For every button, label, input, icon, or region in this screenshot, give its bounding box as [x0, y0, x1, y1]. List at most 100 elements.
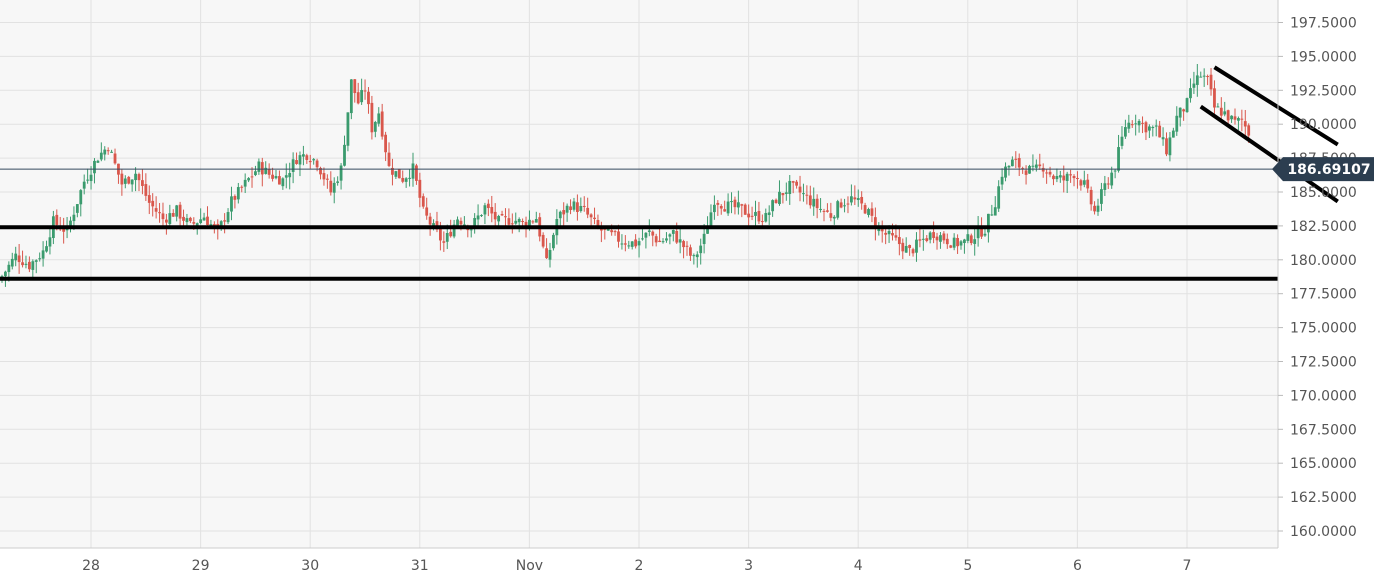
candle-body	[808, 195, 812, 206]
candle-body	[826, 210, 829, 212]
x-tick-label: Nov	[516, 558, 543, 574]
candle-body	[651, 231, 655, 236]
candle-body	[298, 155, 302, 165]
candle-body	[192, 222, 196, 224]
y-tick-label: 160.0000	[1290, 524, 1357, 540]
candle-body	[1004, 166, 1007, 178]
candle-body	[987, 213, 990, 233]
candle-body	[1195, 75, 1199, 85]
candle-body	[284, 175, 288, 178]
candle-body	[939, 235, 942, 242]
candle-body	[1058, 175, 1062, 178]
candle-body	[1233, 116, 1237, 120]
candle-body	[1034, 164, 1038, 168]
candle-body	[21, 262, 24, 266]
candle-body	[28, 261, 31, 270]
candle-body	[730, 201, 733, 203]
candle-body	[418, 179, 422, 198]
candle-body	[370, 102, 374, 133]
candle-body	[415, 165, 418, 181]
candle-body	[209, 224, 213, 226]
candle-body	[558, 211, 562, 219]
candle-body	[504, 216, 507, 218]
candle-body	[1199, 76, 1203, 78]
candle-body	[531, 221, 535, 223]
candle-body	[1010, 159, 1014, 167]
candle-body	[312, 159, 316, 161]
candle-body	[380, 111, 384, 137]
candle-body	[627, 245, 631, 247]
candle-body	[945, 238, 949, 245]
grid-lines	[0, 0, 1278, 548]
candle-body	[1055, 175, 1059, 180]
candle-body	[1076, 177, 1079, 179]
channel-trend-line[interactable]	[1199, 104, 1339, 204]
candle-body	[274, 176, 278, 179]
candle-body	[942, 233, 946, 241]
candle-body	[678, 239, 682, 243]
candle-body	[254, 171, 257, 176]
y-tick-label: 197.5000	[1290, 16, 1357, 32]
candle-body	[247, 178, 250, 181]
candle-body	[586, 207, 590, 215]
candle-body	[387, 152, 391, 166]
candle-body	[195, 223, 199, 226]
candle-body	[524, 221, 528, 227]
candle-body	[671, 229, 675, 234]
candle-body	[894, 235, 898, 238]
candle-body	[1103, 183, 1107, 190]
candle-body	[134, 173, 137, 181]
candle-body	[689, 247, 692, 256]
candle-body	[507, 218, 511, 225]
candle-body	[130, 179, 134, 185]
candle-body	[257, 161, 261, 172]
candle-body	[617, 231, 620, 242]
candle-body	[182, 216, 185, 221]
candle-body	[822, 210, 826, 212]
candle-body	[490, 207, 494, 214]
candle-body	[702, 233, 706, 245]
candle-body	[302, 154, 305, 157]
candle-body	[1127, 122, 1131, 129]
candle-body	[79, 190, 83, 205]
candle-body	[175, 205, 179, 217]
candle-body	[510, 223, 514, 225]
channel-trend-line[interactable]	[1213, 65, 1339, 147]
candle-body	[449, 231, 453, 237]
x-tick-label: 28	[82, 558, 100, 574]
y-tick-label: 165.0000	[1290, 456, 1357, 472]
candle-body	[339, 165, 343, 181]
candle-body	[1041, 167, 1045, 172]
candle-body	[223, 220, 227, 222]
candle-body	[843, 205, 846, 207]
candle-body	[432, 223, 435, 227]
candle-body	[1072, 176, 1076, 179]
candle-body	[719, 205, 723, 209]
candle-body	[1014, 158, 1018, 160]
candle-body	[1192, 83, 1196, 88]
candle-body	[1065, 173, 1069, 181]
drawn-lines	[0, 65, 1339, 281]
candle-body	[439, 228, 442, 241]
x-tick-label: 7	[1183, 558, 1192, 574]
candle-body	[329, 180, 333, 193]
candle-body	[1028, 165, 1031, 174]
candle-body	[1134, 123, 1138, 125]
candle-body	[528, 219, 531, 227]
candle-body	[1237, 118, 1240, 121]
candle-body	[949, 245, 953, 248]
candle-body	[692, 255, 696, 257]
candle-body	[178, 204, 182, 219]
candle-body	[1031, 165, 1035, 167]
candle-body	[867, 209, 870, 215]
candle-body	[295, 160, 298, 164]
candle-body	[226, 212, 230, 223]
candle-body	[959, 241, 963, 246]
candle-body	[75, 204, 79, 213]
candle-body	[264, 167, 268, 174]
candle-body	[1079, 180, 1083, 186]
y-tick-label: 182.5000	[1290, 219, 1357, 235]
candle-body	[569, 206, 572, 211]
